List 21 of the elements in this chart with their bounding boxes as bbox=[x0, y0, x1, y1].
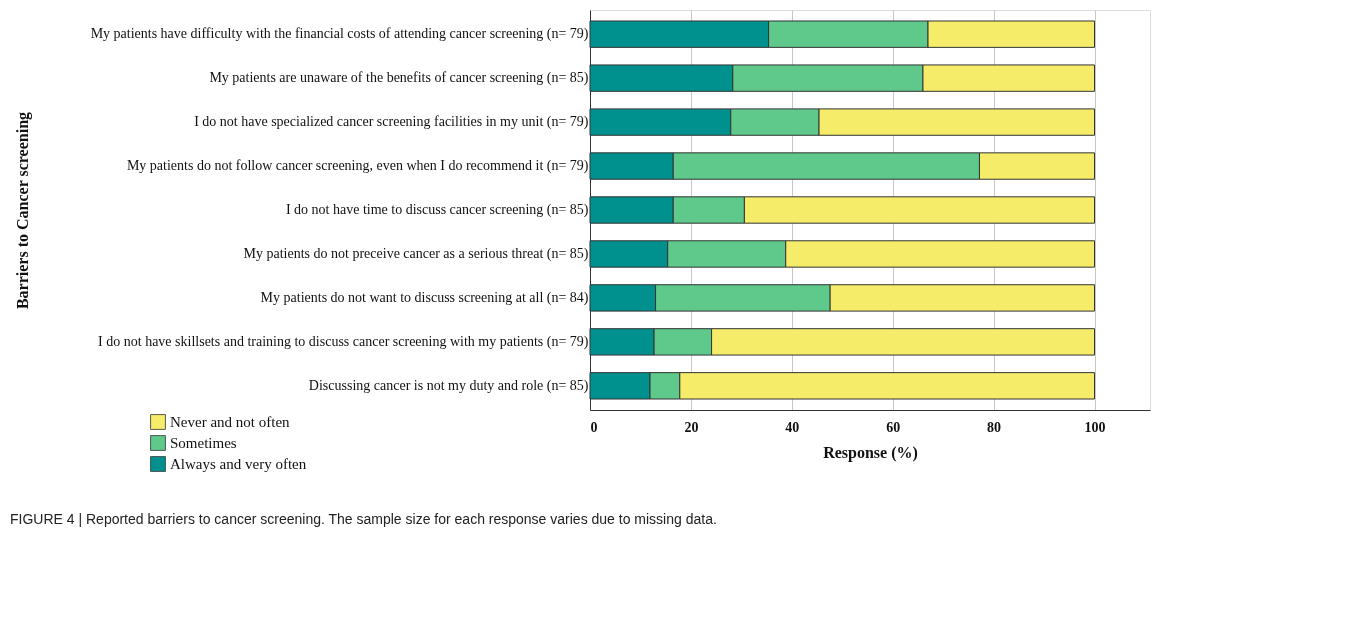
x-tick-label: 40 bbox=[785, 419, 800, 435]
y-tick-label: My patients do not follow cancer screening, even when I do recommend it (n= 79) bbox=[126, 158, 589, 175]
y-tick-label: My patients do not want to discuss screening at all (n= 84) bbox=[260, 289, 589, 306]
x-tick-label: 80 bbox=[987, 419, 1002, 435]
y-tick-label: I do not have time to discuss cancer screening (n= 85) bbox=[285, 202, 589, 218]
y-axis-title: Barriers to Cancer screening bbox=[13, 111, 32, 310]
x-tick-label: 60 bbox=[886, 419, 901, 435]
x-tick-label: 0 bbox=[590, 419, 598, 435]
legend-label: Always and very often bbox=[170, 456, 307, 472]
y-tick-label: My patients have difficulty with the financial costs of attending cancer screening (n= 79) bbox=[90, 26, 589, 43]
y-tick-label: I do not have skillsets and training to discuss cancer screening with my patients (n= 79) bbox=[98, 333, 589, 350]
y-tick-label: Discussing cancer is not my duty and role (n= 85) bbox=[308, 377, 589, 394]
y-tick-label: My patients are unaware of the benefits of cancer screening (n= 85) bbox=[209, 70, 589, 87]
x-axis-title: Response (%) bbox=[823, 443, 918, 462]
legend-label: Never and not often bbox=[170, 414, 291, 430]
x-tick-label: 20 bbox=[684, 419, 699, 435]
y-tick-label: I do not have specialized cancer screening facilities in my unit (n= 79) bbox=[194, 114, 589, 131]
x-tick-label: 100 bbox=[1084, 419, 1106, 435]
legend-label: Sometimes bbox=[170, 435, 237, 451]
y-tick-label: My patients do not preceive cancer as a serious threat (n= 85) bbox=[243, 245, 589, 262]
caption: FIGURE 4 | Reported barriers to cancer screening. The sample size for each response varies due to missing data. bbox=[10, 511, 717, 527]
